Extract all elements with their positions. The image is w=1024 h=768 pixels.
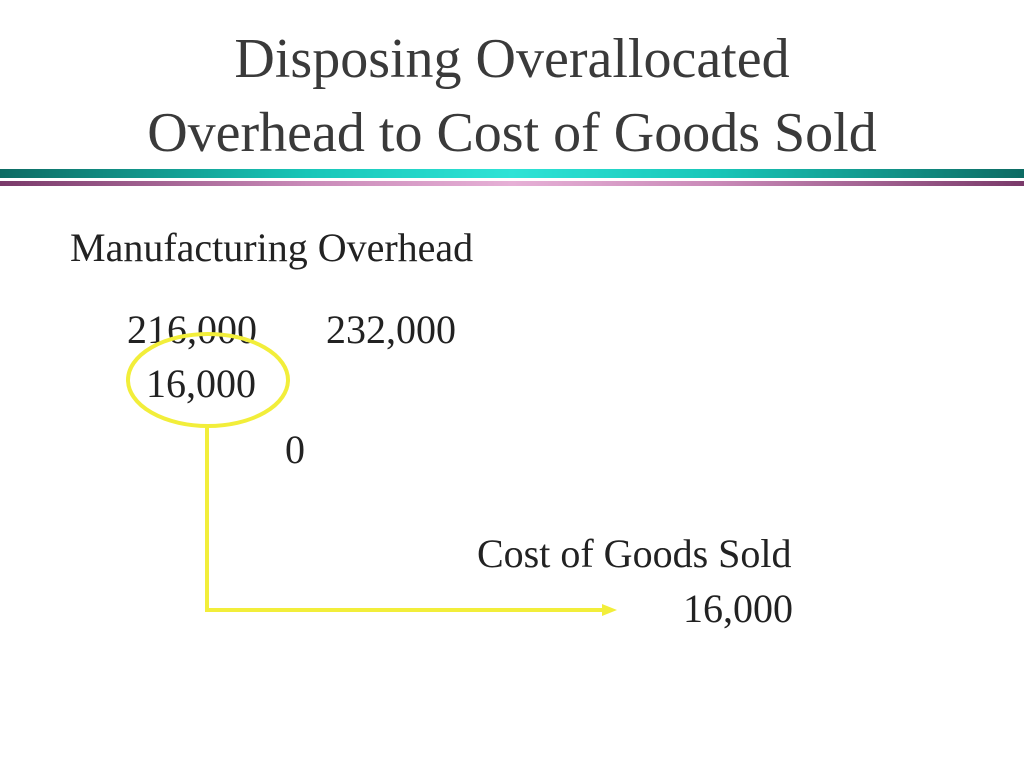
title-divider-teal xyxy=(0,169,1024,178)
transfer-arrow-head xyxy=(602,604,617,616)
transfer-arrow-line xyxy=(205,426,604,612)
manufacturing-overhead-title: Manufacturing Overhead xyxy=(70,225,474,270)
title-divider-pink xyxy=(0,181,1024,186)
manufacturing-overhead-credit: 232,000 xyxy=(326,307,456,352)
highlight-circle xyxy=(126,332,290,428)
cost-of-goods-sold-title: Cost of Goods Sold xyxy=(477,531,792,576)
manufacturing-overhead-debit: 216,000 xyxy=(127,307,257,352)
slide-title-line-2: Overhead to Cost of Goods Sold xyxy=(147,102,877,164)
slide-title: Disposing Overallocated Overhead to Cost… xyxy=(0,22,1024,170)
manufacturing-overhead-ending-balance: 0 xyxy=(285,427,305,472)
manufacturing-overhead-adjustment: 16,000 xyxy=(146,361,256,406)
slide-title-line-1: Disposing Overallocated xyxy=(234,28,790,90)
cost-of-goods-sold-debit: 16,000 xyxy=(683,586,793,631)
